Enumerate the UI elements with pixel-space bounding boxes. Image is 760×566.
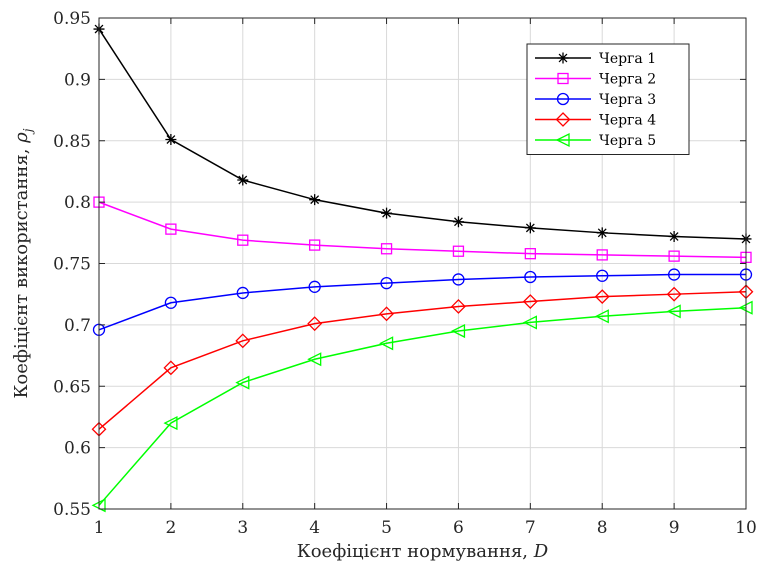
x-axis-label: Коефіцієнт нормування, D <box>297 541 549 562</box>
y-tick-label: 0.6 <box>64 439 91 459</box>
data-point <box>668 230 680 242</box>
legend-item: Черга 5 <box>535 132 656 149</box>
data-point <box>163 416 178 431</box>
data-point <box>522 294 538 309</box>
x-tick-label: 5 <box>381 518 392 538</box>
data-point <box>666 304 681 319</box>
x-tick-label: 4 <box>309 518 320 538</box>
data-point <box>379 336 394 351</box>
y-tick-label: 0.85 <box>53 132 91 152</box>
data-point <box>668 250 680 262</box>
legend-marker <box>557 72 569 85</box>
series-line <box>98 306 747 506</box>
x-tick-label: 8 <box>597 518 608 538</box>
data-point <box>524 248 536 260</box>
y-tick-label: 0.75 <box>53 255 91 275</box>
y-axis-symbol-subscript: j <box>21 128 35 135</box>
x-tick-label: 2 <box>165 518 176 538</box>
series-4 <box>91 284 754 437</box>
data-point <box>308 280 321 293</box>
legend-item: Черга 3 <box>535 92 656 108</box>
data-point <box>667 268 681 281</box>
x-tick-label: 10 <box>735 518 757 538</box>
series-line <box>98 290 747 430</box>
data-point <box>451 299 466 314</box>
data-point <box>236 286 249 300</box>
series-5 <box>91 300 753 513</box>
data-point <box>379 306 394 322</box>
data-point <box>309 194 321 206</box>
legend-label: Черга 1 <box>599 51 656 67</box>
y-axis-symbol: ρ <box>11 132 32 144</box>
legend-label: Черга 3 <box>599 92 656 108</box>
y-tick-label: 0.55 <box>53 500 91 520</box>
y-tick-label: 0.9 <box>64 70 91 90</box>
data-point <box>237 234 249 246</box>
x-tick-label: 7 <box>525 518 536 538</box>
data-point <box>307 352 322 367</box>
data-point <box>452 273 465 286</box>
legend-marker <box>556 92 570 106</box>
ticks: 1 2 3 4 5 6 7 8 9 10 0.55 0.6 0.65 0.7 0.75 0.8 0.85 0.9 0… <box>53 9 757 538</box>
data-point <box>307 316 323 332</box>
series-layer <box>91 23 754 513</box>
data-point <box>666 286 682 302</box>
legend-marker <box>555 132 570 148</box>
data-point <box>596 227 608 239</box>
data-point <box>596 269 609 282</box>
series-line <box>98 28 747 240</box>
x-tick-label: 9 <box>669 518 680 538</box>
data-point <box>594 309 609 324</box>
legend: Черга 1 Черга 2 Черга 3 Черга 4 Черга 5 <box>526 43 690 155</box>
data-point <box>452 216 464 228</box>
data-point <box>380 243 393 255</box>
y-tick-label: 0.95 <box>53 9 91 29</box>
data-point <box>163 360 179 376</box>
data-point <box>165 134 177 146</box>
legend-item: Черга 1 <box>535 51 656 67</box>
data-point <box>380 276 393 290</box>
y-tick-label: 0.8 <box>64 193 91 213</box>
data-point <box>235 333 251 349</box>
data-point <box>381 207 393 219</box>
series-line <box>98 201 747 259</box>
data-point <box>237 174 249 186</box>
y-tick-label: 0.7 <box>64 316 91 336</box>
data-point <box>235 375 250 390</box>
y-tick-label: 0.65 <box>53 377 91 397</box>
data-point <box>596 249 608 261</box>
legend-label: Черга 2 <box>599 72 656 88</box>
legend-label: Черга 5 <box>599 133 656 149</box>
series-line <box>98 273 746 331</box>
legend-label: Черга 4 <box>599 113 656 129</box>
x-tick-label: 3 <box>237 518 248 538</box>
data-point <box>450 323 466 339</box>
legend-item: Черга 2 <box>535 72 656 88</box>
series-2 <box>93 196 752 264</box>
data-point <box>165 223 177 235</box>
legend-item: Черга 4 <box>535 112 656 129</box>
data-point <box>452 245 465 257</box>
x-tick-label: 1 <box>94 518 105 538</box>
y-axis-label: Коефіцієнт використання, ρj <box>11 128 35 398</box>
data-point <box>524 222 536 234</box>
x-tick-label: 6 <box>453 518 464 538</box>
data-point <box>524 270 537 284</box>
data-point <box>594 289 610 305</box>
data-point <box>164 296 178 309</box>
data-point <box>522 315 537 330</box>
data-point <box>309 239 321 251</box>
legend-marker <box>557 52 569 64</box>
x-axis-symbol: D <box>533 541 549 562</box>
legend-marker <box>555 112 571 127</box>
